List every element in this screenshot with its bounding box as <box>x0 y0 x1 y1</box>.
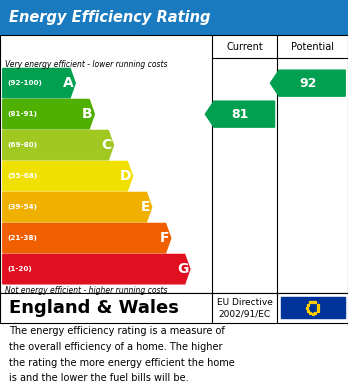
Text: EU Directive
2002/91/EC: EU Directive 2002/91/EC <box>217 298 273 318</box>
Polygon shape <box>3 161 133 191</box>
Text: Very energy efficient - lower running costs: Very energy efficient - lower running co… <box>5 60 168 69</box>
Bar <box>0 293 348 323</box>
Bar <box>281 297 345 318</box>
Text: (92-100): (92-100) <box>7 80 42 86</box>
Text: G: G <box>177 262 188 276</box>
Text: (81-91): (81-91) <box>7 111 37 117</box>
Text: B: B <box>82 107 93 121</box>
Text: Not energy efficient - higher running costs: Not energy efficient - higher running co… <box>5 286 168 295</box>
Text: (21-38): (21-38) <box>7 235 37 241</box>
Text: (1-20): (1-20) <box>7 266 32 272</box>
Text: the rating the more energy efficient the home: the rating the more energy efficient the… <box>9 358 235 368</box>
Bar <box>0 35 348 293</box>
Polygon shape <box>3 192 152 222</box>
Text: (69-80): (69-80) <box>7 142 37 148</box>
Polygon shape <box>3 223 171 253</box>
Text: C: C <box>102 138 112 152</box>
Polygon shape <box>205 101 275 127</box>
Text: (55-68): (55-68) <box>7 173 37 179</box>
Text: A: A <box>63 76 73 90</box>
Text: D: D <box>119 169 131 183</box>
Text: the overall efficiency of a home. The higher: the overall efficiency of a home. The hi… <box>9 342 222 352</box>
Bar <box>0 0 348 35</box>
Text: 81: 81 <box>231 108 248 121</box>
Text: Energy Efficiency Rating: Energy Efficiency Rating <box>9 10 210 25</box>
Polygon shape <box>3 131 113 160</box>
Text: is and the lower the fuel bills will be.: is and the lower the fuel bills will be. <box>9 373 188 384</box>
Polygon shape <box>270 70 345 96</box>
Text: Potential: Potential <box>291 41 334 52</box>
Polygon shape <box>3 255 190 284</box>
Text: E: E <box>141 200 150 214</box>
Text: The energy efficiency rating is a measure of: The energy efficiency rating is a measur… <box>9 326 224 337</box>
Text: 92: 92 <box>299 77 316 90</box>
Text: (39-54): (39-54) <box>7 204 37 210</box>
Text: F: F <box>160 231 169 245</box>
Text: Current: Current <box>227 41 263 52</box>
Polygon shape <box>3 68 75 98</box>
Text: England & Wales: England & Wales <box>9 299 179 317</box>
Polygon shape <box>3 99 94 129</box>
